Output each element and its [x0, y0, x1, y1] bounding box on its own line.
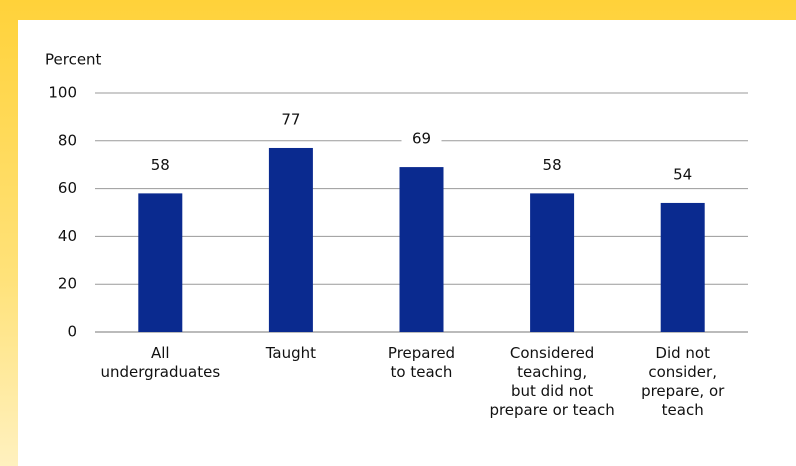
y-tick-label: 40 — [58, 227, 77, 245]
y-tick-label: 60 — [58, 179, 77, 197]
bar — [660, 202, 705, 332]
bar — [268, 147, 313, 332]
value-label: 54 — [673, 165, 692, 183]
value-label-background — [532, 154, 573, 177]
bar — [399, 167, 444, 332]
y-tick-label: 20 — [58, 275, 77, 293]
value-label-background — [662, 163, 703, 186]
x-tick-label: Prepared to teach — [387, 344, 456, 381]
x-tick-label: Did not consider, prepare, or teach — [641, 344, 725, 419]
value-label-background — [270, 108, 311, 131]
x-tick-label: Considered teaching, but did not prepare… — [489, 344, 615, 419]
value-label: 69 — [412, 130, 431, 148]
value-label: 58 — [543, 156, 562, 174]
value-label: 58 — [151, 156, 170, 174]
value-label: 77 — [281, 110, 300, 128]
y-tick-label: 0 — [67, 323, 77, 341]
x-tick-label: Taught — [265, 344, 317, 362]
bar — [138, 193, 183, 332]
value-label-background — [140, 154, 181, 177]
y-tick-label: 80 — [58, 131, 77, 149]
bar — [530, 193, 575, 332]
y-tick-label: 100 — [48, 84, 77, 102]
x-tick-label: All undergraduates — [100, 344, 221, 381]
value-label-background — [401, 128, 442, 151]
y-axis-label: Percent — [45, 51, 102, 69]
